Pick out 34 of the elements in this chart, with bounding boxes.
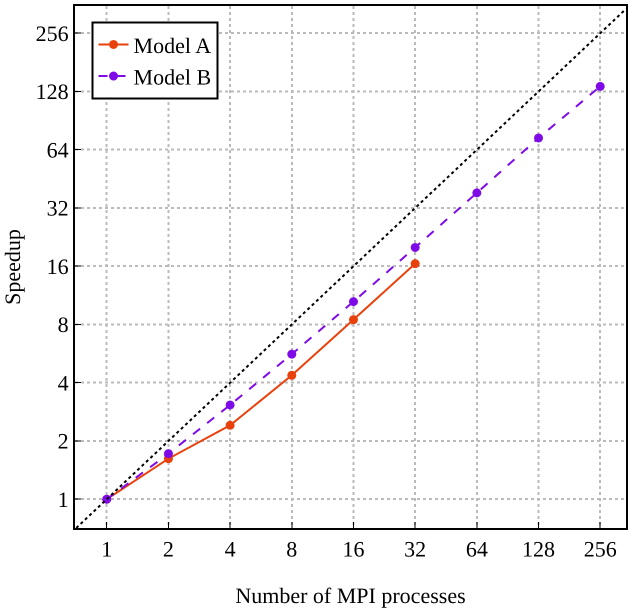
y-tick-label: 32 [46, 196, 69, 221]
point [287, 370, 296, 380]
y-tick-label: 1 [58, 486, 69, 512]
point [472, 188, 482, 198]
point [410, 242, 420, 252]
x-tick-label: 1 [101, 536, 112, 562]
y-tick-label: 16 [46, 254, 69, 279]
y-tick-label: 64 [46, 137, 69, 162]
point [410, 259, 420, 268]
y-tick-label: 8 [58, 312, 69, 338]
y-tick-label: 2 [58, 428, 69, 454]
x-tick-label: 8 [286, 536, 298, 562]
point [287, 350, 296, 359]
x-tick-label: 16 [342, 536, 364, 562]
legend-label: Model A [134, 33, 212, 58]
x-tick-label: 2 [162, 536, 174, 562]
x-tick-label: 4 [224, 536, 236, 562]
legend-label: Model B [134, 64, 212, 90]
x-tick-label: 256 [584, 536, 617, 562]
point [348, 297, 358, 306]
point [348, 315, 358, 324]
y-axis-title: Speedup [0, 229, 25, 305]
y-tick-label: 4 [58, 370, 69, 396]
y-tick-label: 128 [36, 79, 69, 104]
x-tick-label: 128 [522, 536, 556, 562]
x-tick-label: 32 [404, 536, 426, 562]
point [226, 400, 235, 410]
point [164, 449, 173, 458]
point [596, 82, 605, 91]
x-tick-label: 64 [466, 536, 488, 562]
point [226, 420, 235, 430]
point [534, 133, 544, 142]
y-tick-label: 256 [36, 20, 69, 46]
x-axis-title: Number of MPI processes [235, 583, 466, 608]
